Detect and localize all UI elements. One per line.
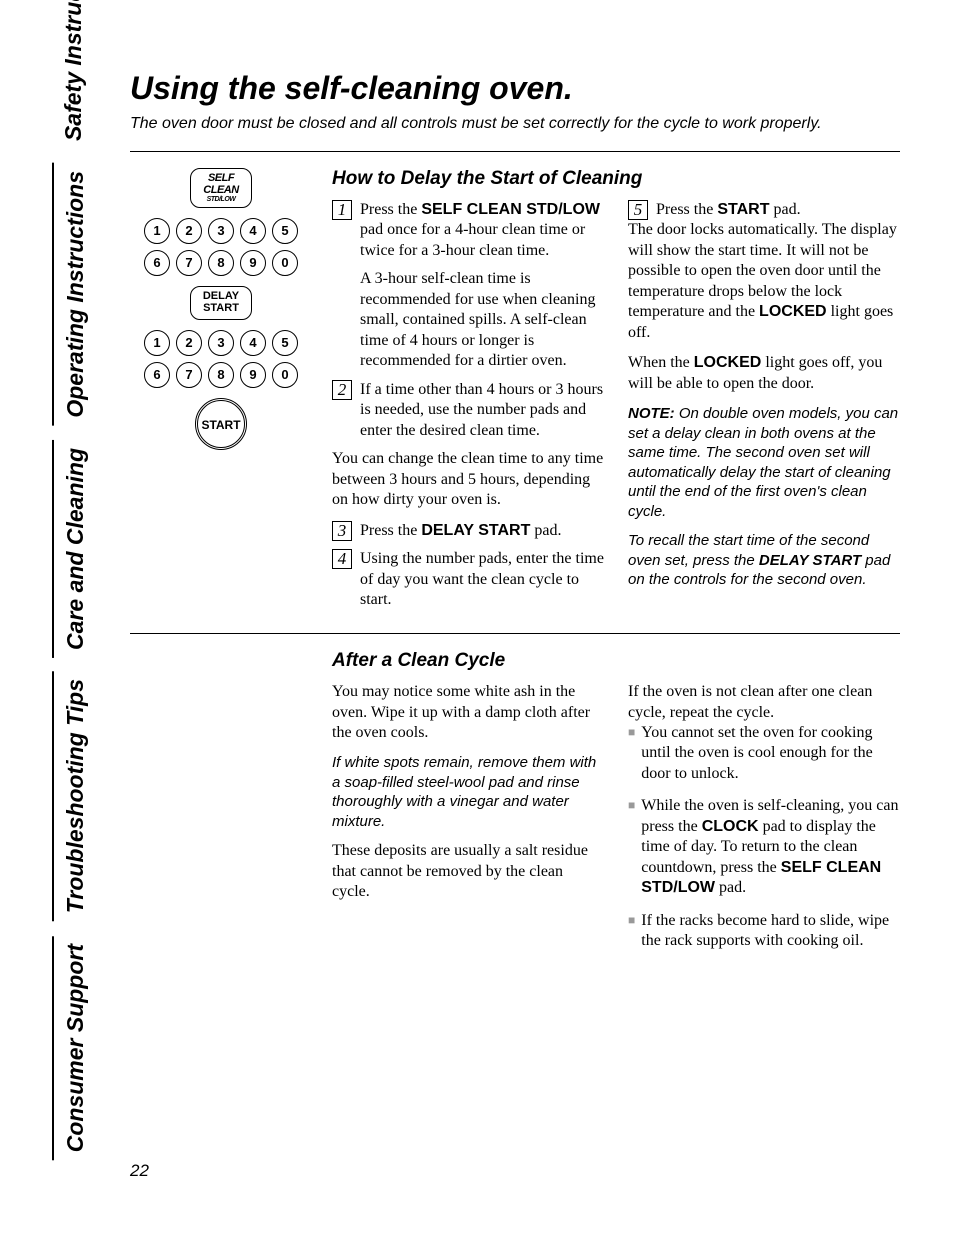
step-3: 3 Press the DELAY START pad. xyxy=(332,521,604,541)
tab-care-cleaning: Care and Cleaning xyxy=(52,440,100,658)
key-3: 3 xyxy=(208,218,234,244)
key-2: 2 xyxy=(176,218,202,244)
delay-start-pad-icon: DELAY START xyxy=(190,286,252,319)
t: START xyxy=(717,201,769,218)
col2-p2: When the LOCKED light goes off, you will… xyxy=(628,353,900,394)
t: When the xyxy=(628,354,694,371)
t: SELF CLEAN STD/LOW xyxy=(421,201,600,218)
tab-consumer-support: Consumer Support xyxy=(52,936,100,1160)
note-2: To recall the start time of the second o… xyxy=(628,531,900,590)
step-4: 4 Using the number pads, enter the time … xyxy=(332,549,604,610)
delay-start-text: How to Delay the Start of Cleaning 1 Pre… xyxy=(332,168,900,613)
page-content: Using the self-cleaning oven. The oven d… xyxy=(130,70,900,972)
t: DELAY START xyxy=(421,522,530,539)
start-pad-icon: START xyxy=(195,398,247,450)
t: pad. xyxy=(769,201,800,218)
delay-heading: How to Delay the Start of Cleaning xyxy=(332,168,900,190)
t: LOCKED xyxy=(694,354,762,371)
t: pad once for a 4-hour clean time or twic… xyxy=(360,221,585,258)
key-9: 9 xyxy=(240,250,266,276)
t: A 3-hour self-clean time is recommended … xyxy=(360,269,604,371)
t: NOTE: xyxy=(628,405,675,422)
key-7b: 7 xyxy=(176,362,202,388)
t: You cannot set the oven for cooking unti… xyxy=(641,723,900,784)
key-1: 1 xyxy=(144,218,170,244)
key-5: 5 xyxy=(272,218,298,244)
t: Press the xyxy=(360,522,421,539)
section-delay-start: SELF CLEAN STD/LOW 1 2 3 4 5 6 7 8 9 0 D… xyxy=(130,168,900,613)
mid-para: You can change the clean time to any tim… xyxy=(332,449,604,510)
step-num-4: 4 xyxy=(332,549,352,569)
step-5: 5 Press the START pad. xyxy=(628,200,900,220)
bullet-2: While the oven is self-cleaning, you can… xyxy=(628,796,900,898)
key-8b: 8 xyxy=(208,362,234,388)
after-p4: If the oven is not clean after one clean… xyxy=(628,682,900,723)
step-2: 2 If a time other than 4 hours or 3 hour… xyxy=(332,380,604,441)
t: LOCKED xyxy=(759,303,827,320)
tab-operating: Operating Instructions xyxy=(52,163,100,426)
key-4b: 4 xyxy=(240,330,266,356)
t: If the racks become hard to slide, wipe … xyxy=(641,911,900,952)
t: Press the xyxy=(656,201,717,218)
key-7: 7 xyxy=(176,250,202,276)
key-8: 8 xyxy=(208,250,234,276)
self-clean-pad-icon: SELF CLEAN STD/LOW xyxy=(190,168,252,208)
step-num-3: 3 xyxy=(332,521,352,541)
step-1: 1 Press the SELF CLEAN STD/LOW pad once … xyxy=(332,200,604,372)
numpad-1: 1 2 3 4 5 6 7 8 9 0 xyxy=(130,218,312,276)
key-4: 4 xyxy=(240,218,266,244)
after-clean-text: After a Clean Cycle You may notice some … xyxy=(332,650,900,952)
divider-2 xyxy=(130,633,900,634)
after-p2: If white spots remain, remove them with … xyxy=(332,753,604,831)
t: CLOCK xyxy=(702,818,759,835)
key-1b: 1 xyxy=(144,330,170,356)
divider xyxy=(130,151,900,152)
t: On double oven models, you can set a del… xyxy=(628,405,898,520)
page-number: 22 xyxy=(130,1161,149,1181)
self-clean-label: SELF CLEAN xyxy=(193,173,249,196)
key-0b: 0 xyxy=(272,362,298,388)
t: DELAY START xyxy=(759,552,861,569)
t: pad. xyxy=(715,879,746,896)
t: pad. xyxy=(530,522,561,539)
page-title: Using the self-cleaning oven. xyxy=(130,70,900,107)
bullet-1: You cannot set the oven for cooking unti… xyxy=(628,723,900,784)
section-after-clean: After a Clean Cycle You may notice some … xyxy=(130,650,900,952)
key-6b: 6 xyxy=(144,362,170,388)
empty-illus xyxy=(130,650,312,952)
after-p3: These deposits are usually a salt residu… xyxy=(332,841,604,902)
t: Using the number pads, enter the time of… xyxy=(360,549,604,610)
step-num-5: 5 xyxy=(628,200,648,220)
key-5b: 5 xyxy=(272,330,298,356)
page-subtitle: The oven door must be closed and all con… xyxy=(130,115,900,133)
key-2b: 2 xyxy=(176,330,202,356)
side-tabs: Consumer Support Troubleshooting Tips Ca… xyxy=(52,60,100,1160)
col2-p1: The door locks automatically. The displa… xyxy=(628,220,900,343)
bullet-3: If the racks become hard to slide, wipe … xyxy=(628,911,900,952)
after-heading: After a Clean Cycle xyxy=(332,650,900,672)
key-0: 0 xyxy=(272,250,298,276)
after-p1: You may notice some white ash in the ove… xyxy=(332,682,604,743)
step-num-1: 1 xyxy=(332,200,352,220)
note-1: NOTE: On double oven models, you can set… xyxy=(628,404,900,521)
key-9b: 9 xyxy=(240,362,266,388)
tab-safety: Safety Instructions xyxy=(52,0,100,149)
t: Press the xyxy=(360,201,421,218)
key-6: 6 xyxy=(144,250,170,276)
step-num-2: 2 xyxy=(332,380,352,400)
t: If a time other than 4 hours or 3 hours … xyxy=(360,380,604,441)
numpad-2: 1 2 3 4 5 6 7 8 9 0 xyxy=(130,330,312,388)
control-panel-illustration: SELF CLEAN STD/LOW 1 2 3 4 5 6 7 8 9 0 D… xyxy=(130,168,312,613)
self-clean-sub: STD/LOW xyxy=(193,196,249,203)
key-3b: 3 xyxy=(208,330,234,356)
tab-troubleshooting: Troubleshooting Tips xyxy=(52,671,100,921)
